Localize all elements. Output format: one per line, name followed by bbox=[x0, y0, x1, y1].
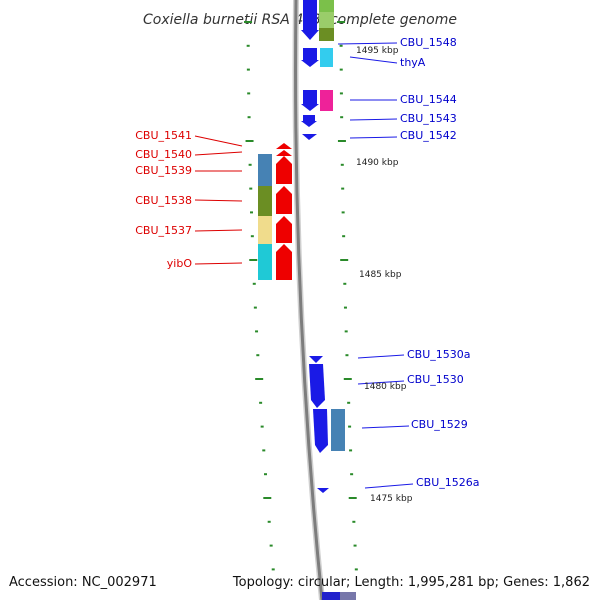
gene-block-steelblue-bottom[interactable] bbox=[331, 409, 345, 451]
gene-arrow-cbu1544-head[interactable] bbox=[301, 104, 319, 111]
kbp-label-1495: 1495 kbp bbox=[356, 46, 399, 56]
gene-block-cyan[interactable] bbox=[258, 244, 272, 280]
gene-label-cbu-1529[interactable]: CBU_1529 bbox=[411, 418, 468, 431]
gene-block-thya[interactable] bbox=[320, 48, 333, 67]
map-title: Coxiella burnetii RSA 493, complete geno… bbox=[143, 12, 457, 28]
gene-arrow-top-head[interactable] bbox=[301, 30, 319, 40]
gene-arrow-cbu1542[interactable] bbox=[302, 134, 317, 140]
gene-label-cbu-1543[interactable]: CBU_1543 bbox=[400, 112, 457, 125]
gene-label-cbu-1540[interactable]: CBU_1540 bbox=[135, 148, 192, 161]
tick-column-left bbox=[244, 21, 275, 571]
gene-label-yibo[interactable]: yibO bbox=[167, 257, 193, 270]
gene-label-cbu-1530a[interactable]: CBU_1530a bbox=[407, 348, 471, 361]
gene-label-cbu-1542[interactable]: CBU_1542 bbox=[400, 129, 457, 142]
gene-label-cbu-1537[interactable]: CBU_1537 bbox=[135, 224, 192, 237]
gene-label-cbu-1539[interactable]: CBU_1539 bbox=[135, 164, 192, 177]
gene-arrow-cbu1537[interactable] bbox=[276, 216, 292, 243]
accession-label: Accession: NC_002971 bbox=[9, 575, 157, 590]
gene-block-olive[interactable] bbox=[319, 28, 334, 41]
gene-arrow-cbu1526a[interactable] bbox=[317, 488, 329, 493]
gene-block-magenta[interactable] bbox=[320, 90, 333, 111]
connectors-left bbox=[194, 135, 243, 265]
gene-arrow-cbu1539[interactable] bbox=[276, 156, 292, 184]
gene-arrow-cbu1541[interactable] bbox=[276, 143, 292, 149]
gene-label-cbu-1530[interactable]: CBU_1530 bbox=[407, 373, 464, 386]
kbp-label-1490: 1490 kbp bbox=[356, 158, 399, 168]
gene-label-cbu-1541[interactable]: CBU_1541 bbox=[135, 129, 192, 142]
gene-arrow-cbu1548-head[interactable] bbox=[301, 60, 319, 67]
gene-arrow-cbu1529a[interactable] bbox=[313, 409, 328, 453]
kbp-label-1475: 1475 kbp bbox=[370, 494, 413, 504]
gene-arrow-cbu1548[interactable] bbox=[303, 48, 317, 60]
gene-arrow-cbu1543-head[interactable] bbox=[301, 121, 317, 127]
gene-arrow-cbu1530a[interactable] bbox=[309, 356, 323, 363]
gene-arrow-top-blue[interactable] bbox=[303, 0, 317, 30]
gene-block-olive-left[interactable] bbox=[258, 186, 272, 216]
tick-column-right bbox=[337, 21, 358, 571]
gene-label-thya[interactable]: thyA bbox=[400, 56, 426, 69]
genome-backbone bbox=[294, 0, 324, 600]
gene-arrow-cbu1544[interactable] bbox=[303, 90, 317, 104]
genome-summary: Topology: circular; Length: 1,995,281 bp… bbox=[232, 575, 590, 590]
gene-arrow-cbu1530[interactable] bbox=[309, 364, 325, 408]
gene-arrow-cbu1540[interactable] bbox=[276, 150, 292, 156]
gene-label-cbu-1544[interactable]: CBU_1544 bbox=[400, 93, 457, 106]
gene-block-khaki[interactable] bbox=[258, 216, 272, 244]
gene-block-top-green[interactable] bbox=[319, 0, 334, 12]
gene-block-bottom-blue[interactable] bbox=[322, 592, 340, 600]
connectors-right bbox=[337, 42, 414, 489]
gene-block-steelblue[interactable] bbox=[258, 154, 272, 186]
kbp-label-1480: 1480 kbp bbox=[364, 382, 407, 392]
gene-label-cbu-1548[interactable]: CBU_1548 bbox=[400, 36, 457, 49]
gene-label-cbu-1526a[interactable]: CBU_1526a bbox=[416, 476, 480, 489]
kbp-label-1485: 1485 kbp bbox=[359, 270, 402, 280]
gene-arrow-yibo[interactable] bbox=[276, 244, 292, 280]
gene-arrow-cbu1543[interactable] bbox=[303, 115, 315, 121]
gene-label-cbu-1538[interactable]: CBU_1538 bbox=[135, 194, 192, 207]
gene-block-top-lightgreen[interactable] bbox=[319, 12, 334, 28]
gene-arrow-cbu1538[interactable] bbox=[276, 186, 292, 214]
gene-block-bottom-slate[interactable] bbox=[340, 592, 356, 600]
